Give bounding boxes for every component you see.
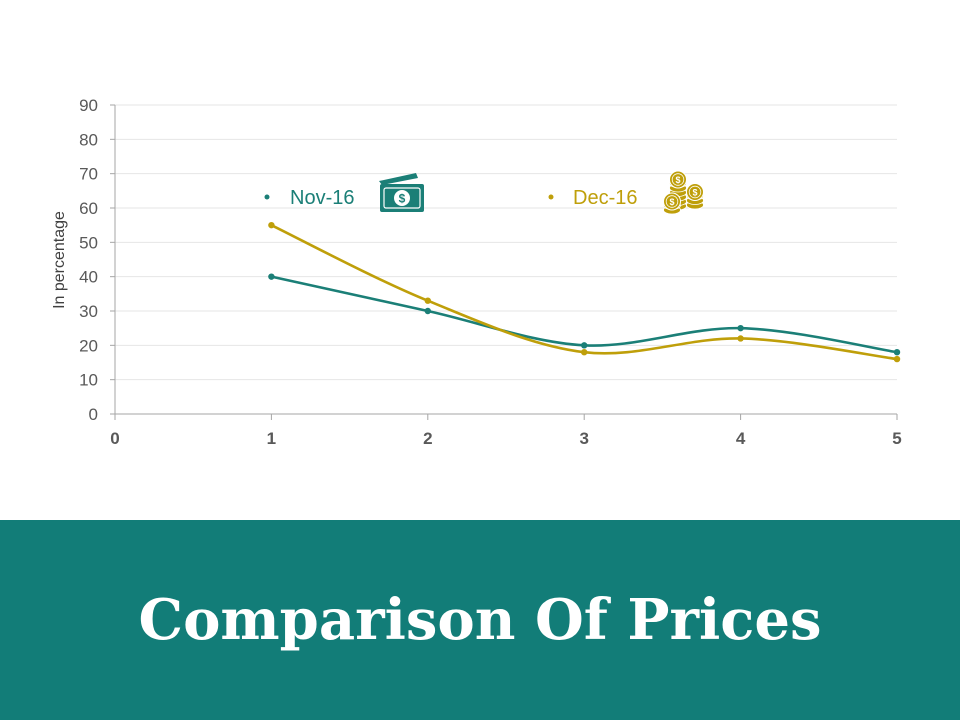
y-tick-label: 90 <box>79 96 98 115</box>
title-banner: Comparison Of Prices <box>0 520 960 720</box>
gridlines <box>115 104 897 381</box>
money-bill-icon: $ <box>379 173 424 212</box>
legend-item-nov-16: Nov-16 $ <box>264 173 424 212</box>
svg-text:$: $ <box>675 175 680 185</box>
y-tick-label: 70 <box>79 165 98 184</box>
x-tick-label: 4 <box>736 429 746 448</box>
series-lines <box>268 221 901 363</box>
page-title: Comparison Of Prices <box>138 587 822 653</box>
legend-label-nov-16: Nov-16 <box>290 187 354 209</box>
data-point-nov-16 <box>581 342 588 349</box>
y-tick-label: 50 <box>79 233 98 252</box>
data-point-dec-16 <box>424 297 431 304</box>
y-tick-label: 20 <box>79 336 98 355</box>
svg-text:$: $ <box>692 188 697 198</box>
data-point-nov-16 <box>737 324 744 332</box>
data-point-dec-16 <box>581 349 588 356</box>
y-tick-label: 60 <box>79 199 98 218</box>
data-point-dec-16 <box>893 355 901 363</box>
axes <box>114 105 897 415</box>
svg-text:$: $ <box>399 192 406 206</box>
y-tick-label: 80 <box>79 130 98 149</box>
data-point-nov-16 <box>424 307 431 315</box>
y-axis-title: In percentage <box>51 211 68 309</box>
y-tick-label: 30 <box>79 302 98 321</box>
y-tick-label: 0 <box>89 405 98 424</box>
y-tick-labels: 0 10 20 30 40 50 60 70 80 90 <box>79 96 115 424</box>
legend-label-dec-16: Dec-16 <box>573 187 637 209</box>
legend-marker-dec-16 <box>548 194 554 200</box>
svg-text:$: $ <box>669 197 674 207</box>
x-tick-label: 0 <box>110 429 119 448</box>
y-tick-label: 40 <box>79 268 98 287</box>
data-point-nov-16 <box>893 349 901 356</box>
series-line-dec-16 <box>270 223 899 361</box>
x-tick-label: 5 <box>892 429 901 448</box>
x-tick-label: 2 <box>423 429 432 448</box>
x-tick-label: 3 <box>579 429 588 448</box>
line-chart: 0 10 20 30 40 50 60 70 80 90 0 1 2 3 4 5 In percentage… <box>51 96 902 448</box>
coin-stack-icon: $ $ $ <box>663 170 704 215</box>
legend-item-dec-16: Dec-16 $ $ $ <box>548 170 704 215</box>
data-point-nov-16 <box>268 273 275 280</box>
data-point-dec-16 <box>737 335 744 342</box>
y-tick-label: 10 <box>79 371 98 390</box>
data-point-dec-16 <box>268 221 275 229</box>
series-line-nov-16 <box>270 275 899 354</box>
x-tick-label: 1 <box>267 429 276 448</box>
x-tick-labels: 0 1 2 3 4 5 <box>110 414 902 448</box>
legend-marker-nov-16 <box>264 194 270 200</box>
